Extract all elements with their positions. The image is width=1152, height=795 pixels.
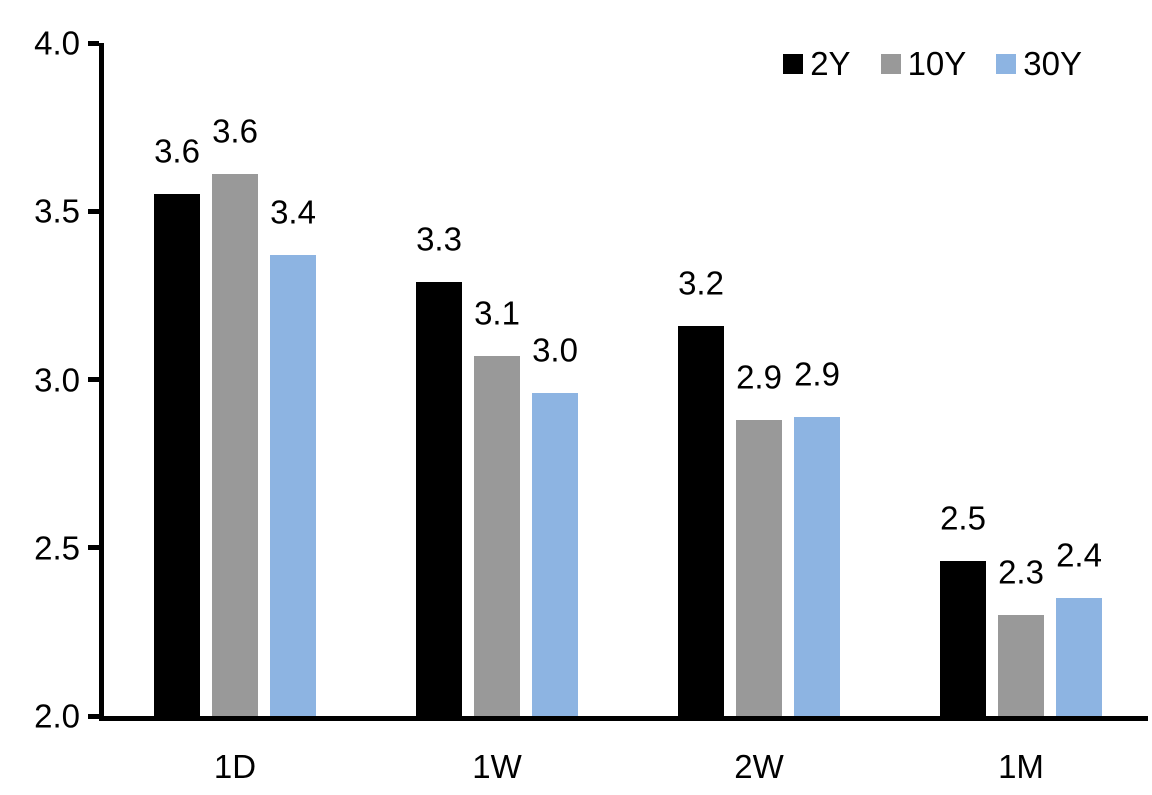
- x-axis-category-label: 1D: [213, 748, 257, 785]
- x-axis-category-label: 1M: [998, 748, 1044, 785]
- bar-10Y-2W: [736, 419, 782, 716]
- bar-30Y-1M: [1056, 598, 1102, 716]
- bar-value-label: 3.0: [532, 331, 578, 369]
- y-axis-tick-label: 2.0: [34, 697, 80, 735]
- y-axis-tick-label: 2.5: [34, 529, 80, 567]
- legend-item-30Y: 30Y: [996, 47, 1082, 80]
- x-axis-line: [99, 716, 1148, 721]
- bar-value-label: 2.9: [794, 355, 840, 392]
- bar-value-label: 3.3: [416, 220, 462, 258]
- bar-10Y-1M: [998, 615, 1044, 716]
- x-axis-category-label: 2W: [734, 748, 784, 785]
- bar-value-label: 3.6: [154, 132, 200, 170]
- bar-value-label: 2.5: [940, 499, 986, 537]
- bar-value-label: 2.3: [998, 553, 1044, 591]
- chart-legend: 2Y 10Y 30Y: [783, 47, 1082, 80]
- legend-item-10Y: 10Y: [880, 45, 967, 82]
- y-axis-tick-label: 3.5: [34, 192, 80, 230]
- bar-value-label: 2.9: [736, 358, 782, 396]
- legend-swatch-icon: [880, 53, 901, 74]
- legend-swatch-icon: [783, 53, 804, 74]
- legend-label: 30Y: [1023, 45, 1082, 82]
- bar-30Y-2W: [794, 416, 840, 716]
- y-axis-tick-label: 3.0: [34, 361, 80, 398]
- y-axis-tick: [88, 208, 99, 214]
- bar-2Y-1D: [154, 194, 200, 716]
- bar-30Y-1D: [270, 254, 316, 716]
- legend-label: 2Y: [810, 45, 851, 82]
- legend-item-2Y: 2Y: [783, 45, 851, 82]
- bar-value-label: 2.4: [1056, 536, 1102, 574]
- y-axis-tick: [88, 545, 99, 551]
- bar-30Y-1W: [532, 392, 578, 716]
- bar-value-label: 3.2: [678, 264, 724, 302]
- legend-label: 10Y: [907, 45, 967, 82]
- y-axis-line: [99, 43, 104, 721]
- y-axis-tick-label: 4.0: [34, 24, 80, 62]
- bar-2Y-2W: [678, 325, 724, 716]
- bar-value-label: 3.4: [270, 193, 316, 231]
- bar-2Y-1M: [940, 561, 986, 716]
- bar-10Y-1W: [474, 355, 520, 716]
- y-axis-tick: [88, 713, 99, 719]
- bar-2Y-1W: [416, 281, 462, 716]
- legend-swatch-icon: [996, 53, 1017, 74]
- y-axis-tick: [88, 377, 99, 382]
- bar-10Y-1D: [212, 174, 258, 716]
- bar-value-label: 3.6: [212, 112, 258, 150]
- bar-value-label: 3.1: [474, 294, 520, 332]
- x-axis-category-label: 1W: [472, 748, 522, 785]
- y-axis-tick: [88, 40, 99, 46]
